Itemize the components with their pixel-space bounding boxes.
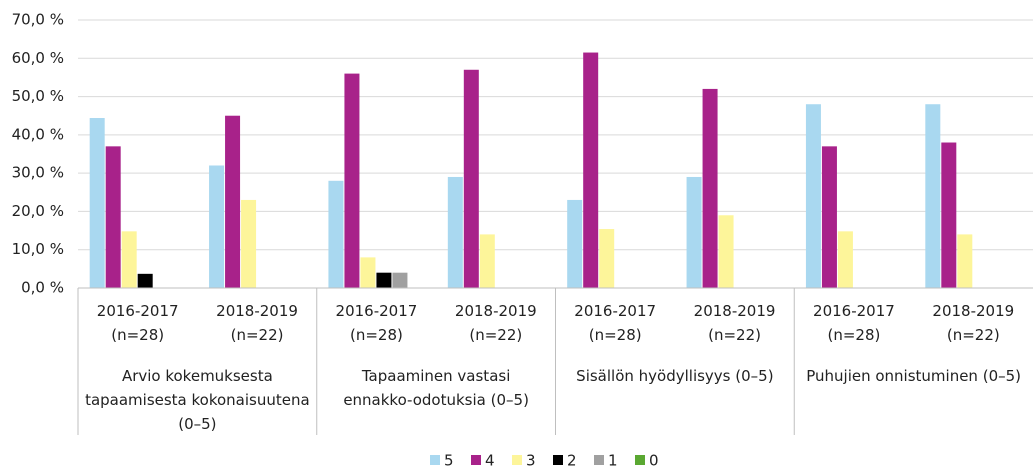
legend-label: 0: [649, 452, 659, 469]
bar: [105, 146, 121, 288]
bar: [328, 180, 344, 288]
legend-label: 2: [567, 452, 577, 469]
bar: [686, 176, 702, 288]
group-label: Puhujien onnistuminen (0–5): [806, 367, 1021, 385]
legend-swatch: [635, 455, 645, 465]
bar: [463, 69, 479, 289]
y-tick-label: 0,0 %: [21, 279, 64, 297]
x-tick-line: 2018-2019: [455, 302, 537, 320]
x-tick-line: 2018-2019: [216, 302, 298, 320]
bar: [702, 88, 718, 289]
bar: [241, 199, 257, 288]
x-tick-line: 2016-2017: [813, 302, 895, 320]
y-tick-label: 30,0 %: [12, 164, 64, 182]
legend-swatch: [553, 455, 563, 465]
x-tick-line: (n=22): [469, 326, 522, 344]
bar: [599, 229, 615, 288]
bar: [344, 73, 360, 288]
group-label-line: tapaamisesta kokonaisuutena: [85, 391, 310, 409]
x-tick-line: (n=28): [828, 326, 881, 344]
bar: [805, 104, 821, 288]
legend-swatch: [471, 455, 481, 465]
bar: [837, 231, 853, 288]
bar: [447, 176, 463, 288]
group-label: Sisällön hyödyllisyys (0–5): [576, 367, 773, 385]
group-label-line: Puhujien onnistuminen (0–5): [806, 367, 1021, 385]
x-tick-line: (n=22): [708, 326, 761, 344]
legend-label: 3: [526, 452, 536, 469]
bar: [957, 234, 973, 288]
group-label-line: Arvio kokemuksesta: [122, 367, 273, 385]
bar: [583, 52, 599, 288]
x-tick-line: (n=28): [111, 326, 164, 344]
bar: [479, 234, 495, 288]
group-label-line: (0–5): [178, 415, 216, 433]
bar: [567, 199, 583, 288]
legend-label: 4: [485, 452, 495, 469]
x-tick-label: 2016-2017 (n=28): [336, 302, 418, 344]
x-tick-line: 2016-2017: [574, 302, 656, 320]
y-tick-label: 40,0 %: [12, 125, 64, 143]
x-tick-label: 2016-2017 (n=28): [97, 302, 179, 344]
x-tick-label: 2018-2019 (n=22): [932, 302, 1014, 344]
bar: [925, 104, 941, 288]
x-tick-line: 2018-2019: [932, 302, 1014, 320]
group-label-line: Tapaaminen vastasi: [361, 367, 511, 385]
legend-swatch: [512, 455, 522, 465]
legend-swatch: [430, 455, 440, 465]
group-label-line: ennakko-odotuksia (0–5): [343, 391, 529, 409]
bar: [821, 146, 837, 288]
x-tick-label: 2016-2017 (n=28): [813, 302, 895, 344]
x-tick-line: (n=28): [350, 326, 403, 344]
bar: [121, 231, 137, 288]
y-tick-label: 60,0 %: [12, 49, 64, 67]
legend-swatch: [594, 455, 604, 465]
y-tick-label: 20,0 %: [12, 202, 64, 220]
bar: [392, 272, 408, 288]
y-tick-label: 10,0 %: [12, 240, 64, 258]
legend-label: 1: [608, 452, 618, 469]
group-label-line: Sisällön hyödyllisyys (0–5): [576, 367, 773, 385]
y-tick-label: 50,0 %: [12, 87, 64, 105]
bar: [360, 257, 376, 288]
y-tick-label: 70,0 %: [12, 11, 64, 29]
bar: [209, 165, 225, 288]
x-tick-line: (n=28): [589, 326, 642, 344]
x-tick-line: (n=22): [947, 326, 1000, 344]
x-tick-label: 2018-2019 (n=22): [455, 302, 537, 344]
bar: [137, 273, 153, 288]
x-tick-label: 2018-2019 (n=22): [694, 302, 776, 344]
group-label: Arvio kokemuksesta tapaamisesta kokonaisu…: [85, 367, 310, 433]
x-tick-line: 2016-2017: [336, 302, 418, 320]
x-tick-line: 2016-2017: [97, 302, 179, 320]
bar: [89, 118, 105, 288]
bar: [718, 215, 734, 288]
bar: [376, 272, 392, 288]
bar: [941, 142, 957, 288]
x-tick-line: 2018-2019: [694, 302, 776, 320]
x-tick-label: 2016-2017 (n=28): [574, 302, 656, 344]
bar: [225, 115, 241, 288]
legend-label: 5: [444, 452, 454, 469]
x-tick-line: (n=22): [231, 326, 284, 344]
x-tick-label: 2018-2019 (n=22): [216, 302, 298, 344]
group-label: Tapaaminen vastasi ennakko-odotuksia (0–5…: [343, 367, 529, 409]
